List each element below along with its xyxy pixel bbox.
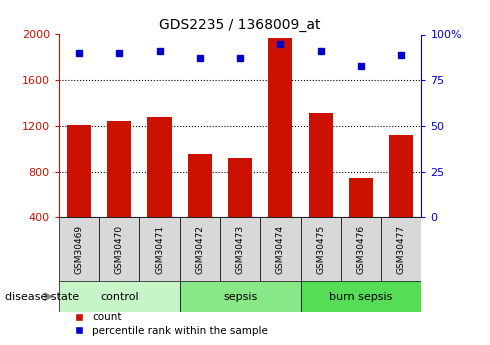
Bar [349,178,373,217]
Bar [59,281,180,312]
Text: GSM30472: GSM30472 [196,225,204,274]
Bar [147,117,172,217]
Bar [180,281,300,312]
Bar [139,217,180,281]
Bar [220,217,260,281]
Text: GSM30473: GSM30473 [236,225,245,274]
Text: control: control [100,292,139,302]
Title: GDS2235 / 1368009_at: GDS2235 / 1368009_at [159,18,321,32]
Bar [269,38,293,217]
Text: burn sepsis: burn sepsis [329,292,392,302]
Bar [381,217,421,281]
Text: sepsis: sepsis [223,292,257,302]
Text: GSM30474: GSM30474 [276,225,285,274]
Text: GSM30469: GSM30469 [74,225,83,274]
Bar [260,217,300,281]
Legend: count, percentile rank within the sample: count, percentile rank within the sample [64,308,272,340]
Text: disease state: disease state [5,292,79,302]
Bar [300,281,421,312]
Bar [228,158,252,217]
Text: GSM30471: GSM30471 [155,225,164,274]
Bar [180,217,220,281]
Text: GSM30476: GSM30476 [356,225,366,274]
Bar [59,217,99,281]
Bar [188,155,212,217]
Bar [107,121,131,217]
Bar [99,217,139,281]
Text: GSM30477: GSM30477 [397,225,406,274]
Bar [389,135,414,217]
Bar [300,217,341,281]
Text: GSM30470: GSM30470 [115,225,124,274]
Bar [67,125,91,217]
Text: GSM30475: GSM30475 [316,225,325,274]
Bar [309,114,333,217]
Bar [341,217,381,281]
